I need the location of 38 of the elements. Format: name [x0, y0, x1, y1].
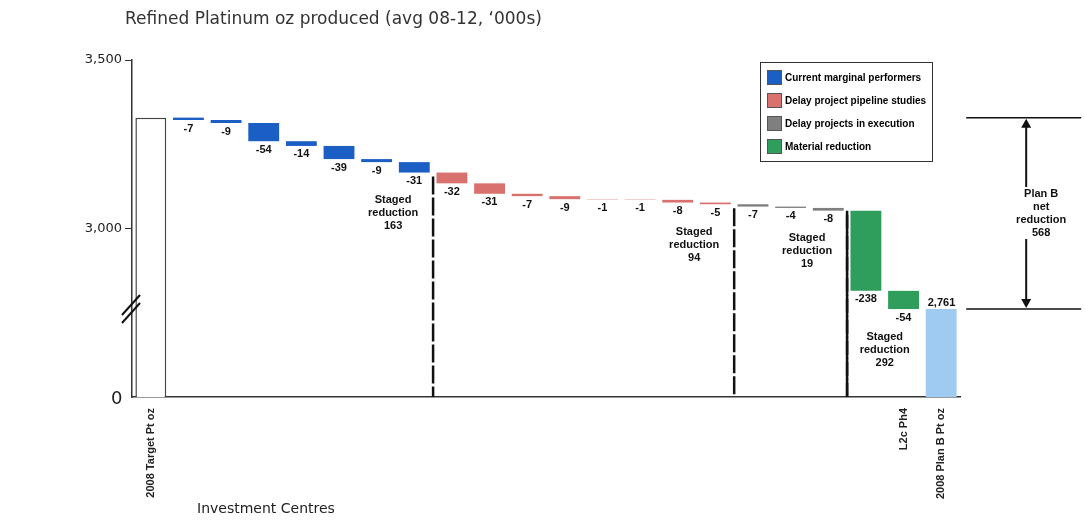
- data-label: -8: [823, 212, 834, 225]
- data-label: -31: [406, 174, 423, 187]
- text: 0: [111, 386, 123, 408]
- data-label: -1: [597, 201, 608, 214]
- data-label: -32: [443, 184, 460, 197]
- data-label: -31: [481, 195, 498, 208]
- data-label: -9: [371, 163, 382, 176]
- annotation: Staged reduction 19: [782, 231, 833, 270]
- legend-label: Delay project pipeline studies: [785, 95, 927, 106]
- data-label: -54: [895, 310, 913, 323]
- x-tick-label: 2008 Plan B Pt oz: [934, 407, 947, 500]
- data-label: -238: [854, 292, 877, 305]
- annotation: Staged reduction 163: [368, 193, 419, 232]
- x-tick-label: L2c Ph4: [896, 407, 909, 451]
- legend-label: Current marginal performers: [785, 72, 922, 83]
- annotation: Staged reduction 94: [669, 224, 720, 263]
- data-label: -9: [221, 124, 231, 137]
- data-label: -7: [522, 197, 533, 210]
- x-axis-title: Investment Centres: [197, 500, 335, 516]
- text: Plan B net reduction 568: [996, 187, 1085, 240]
- y-tick-label: 3,500: [84, 51, 122, 67]
- data-label: -1: [635, 201, 645, 214]
- data-label: -14: [293, 147, 311, 160]
- data-label: -8: [672, 204, 683, 217]
- legend-label: Delay projects in execution: [785, 118, 915, 129]
- data-label: -39: [331, 160, 347, 173]
- data-label: -4: [785, 209, 797, 222]
- data-label: -7: [748, 208, 758, 221]
- chart-title: Refined Platinum oz produced (avg 08-12, ‘000s): [125, 8, 542, 28]
- data-label: 2,761: [927, 295, 956, 308]
- legend-label: Material reduction: [785, 141, 872, 152]
- data-label: -5: [710, 205, 721, 218]
- y-tick-label: 3,000: [84, 219, 122, 235]
- annotation: Staged reduction 292: [859, 329, 911, 368]
- x-tick-label: 2008 Target Pt oz: [143, 407, 156, 498]
- data-label: -54: [255, 142, 273, 155]
- data-label: -7: [183, 121, 194, 134]
- data-label: -9: [559, 200, 570, 213]
